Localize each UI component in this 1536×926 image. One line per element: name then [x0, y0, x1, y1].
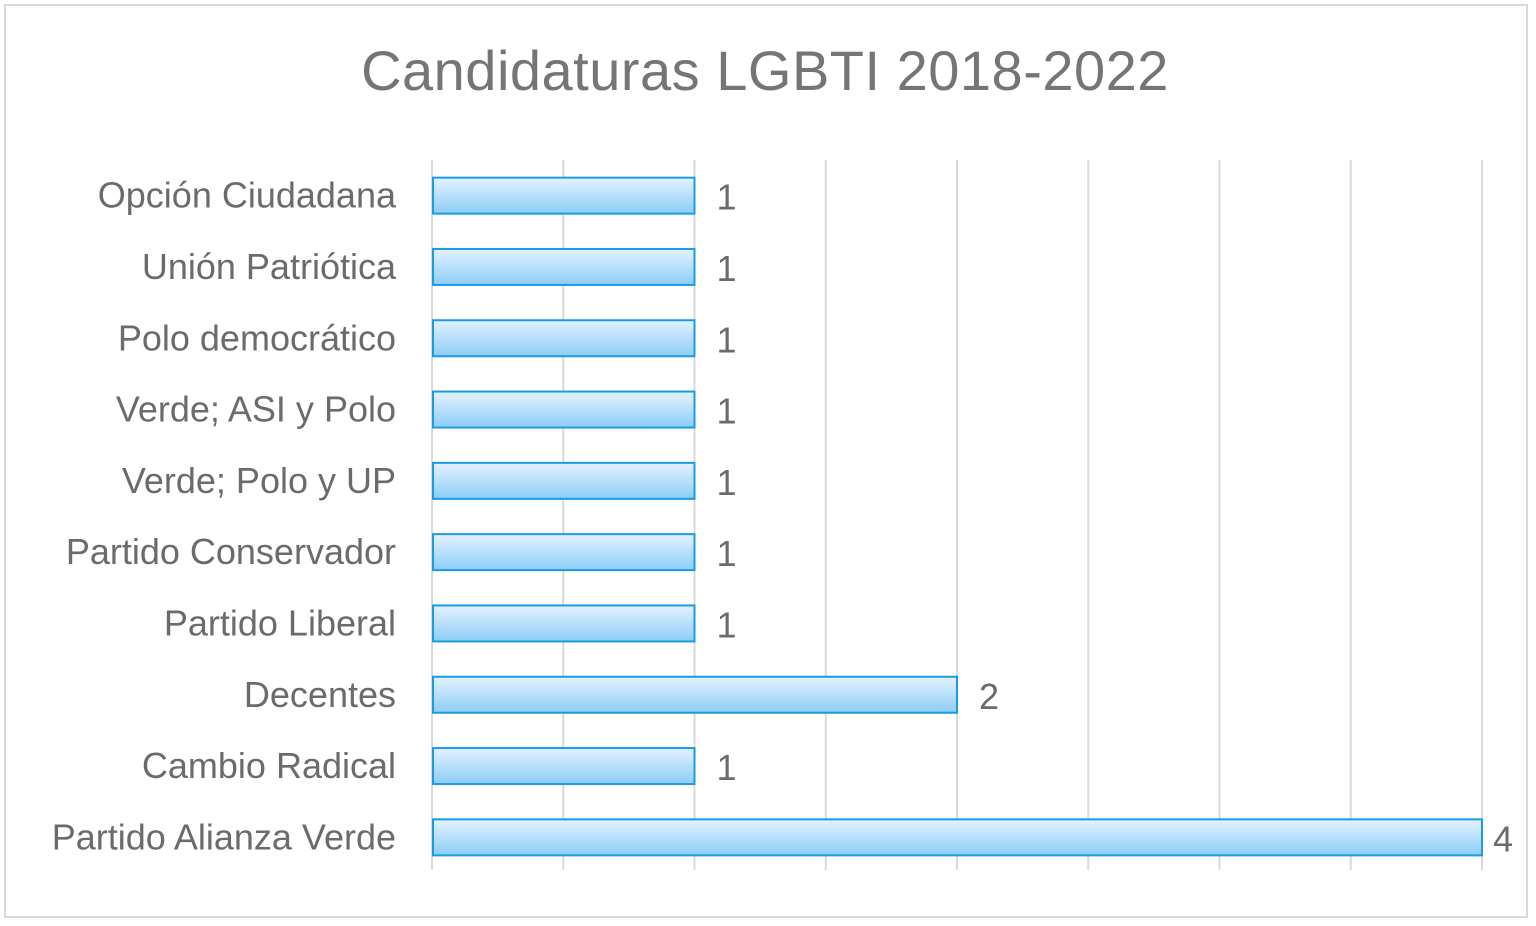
chart-title: Candidaturas LGBTI 2018-2022 — [361, 39, 1169, 102]
data-label: 1 — [717, 319, 737, 360]
category-label: Verde; Polo y UP — [122, 460, 396, 501]
data-label: 1 — [717, 462, 737, 503]
data-label: 1 — [717, 391, 737, 432]
data-label: 2 — [979, 676, 999, 717]
value-labels: 1 1 1 1 1 1 1 2 1 4 — [717, 177, 1514, 860]
category-label: Polo democrático — [118, 317, 396, 358]
category-label: Verde; ASI y Polo — [116, 389, 396, 430]
bar — [432, 604, 696, 643]
bar — [432, 818, 1483, 857]
category-label: Decentes — [244, 674, 396, 715]
category-label: Partido Conservador — [66, 531, 396, 572]
data-label: 1 — [717, 248, 737, 289]
bar — [432, 533, 696, 572]
category-label: Unión Patriótica — [142, 246, 397, 287]
chart-frame — [4, 4, 1528, 918]
bar — [432, 319, 696, 358]
category-labels: Opción Ciudadana Unión Patriótica Polo dem… — [52, 175, 397, 858]
data-label: 1 — [717, 177, 737, 218]
bar — [432, 747, 696, 786]
category-label: Partido Alianza Verde — [52, 816, 396, 857]
category-label: Cambio Radical — [142, 745, 396, 786]
data-label: 1 — [717, 533, 737, 574]
bar — [432, 390, 696, 429]
bars — [432, 176, 1483, 857]
category-label: Opción Ciudadana — [98, 175, 397, 216]
category-label: Partido Liberal — [164, 602, 396, 643]
bar — [432, 176, 696, 215]
bar — [432, 675, 958, 714]
bar — [432, 461, 696, 500]
data-label: 4 — [1493, 818, 1513, 859]
bar — [432, 247, 696, 286]
data-label: 1 — [717, 747, 737, 788]
data-label: 1 — [717, 604, 737, 645]
